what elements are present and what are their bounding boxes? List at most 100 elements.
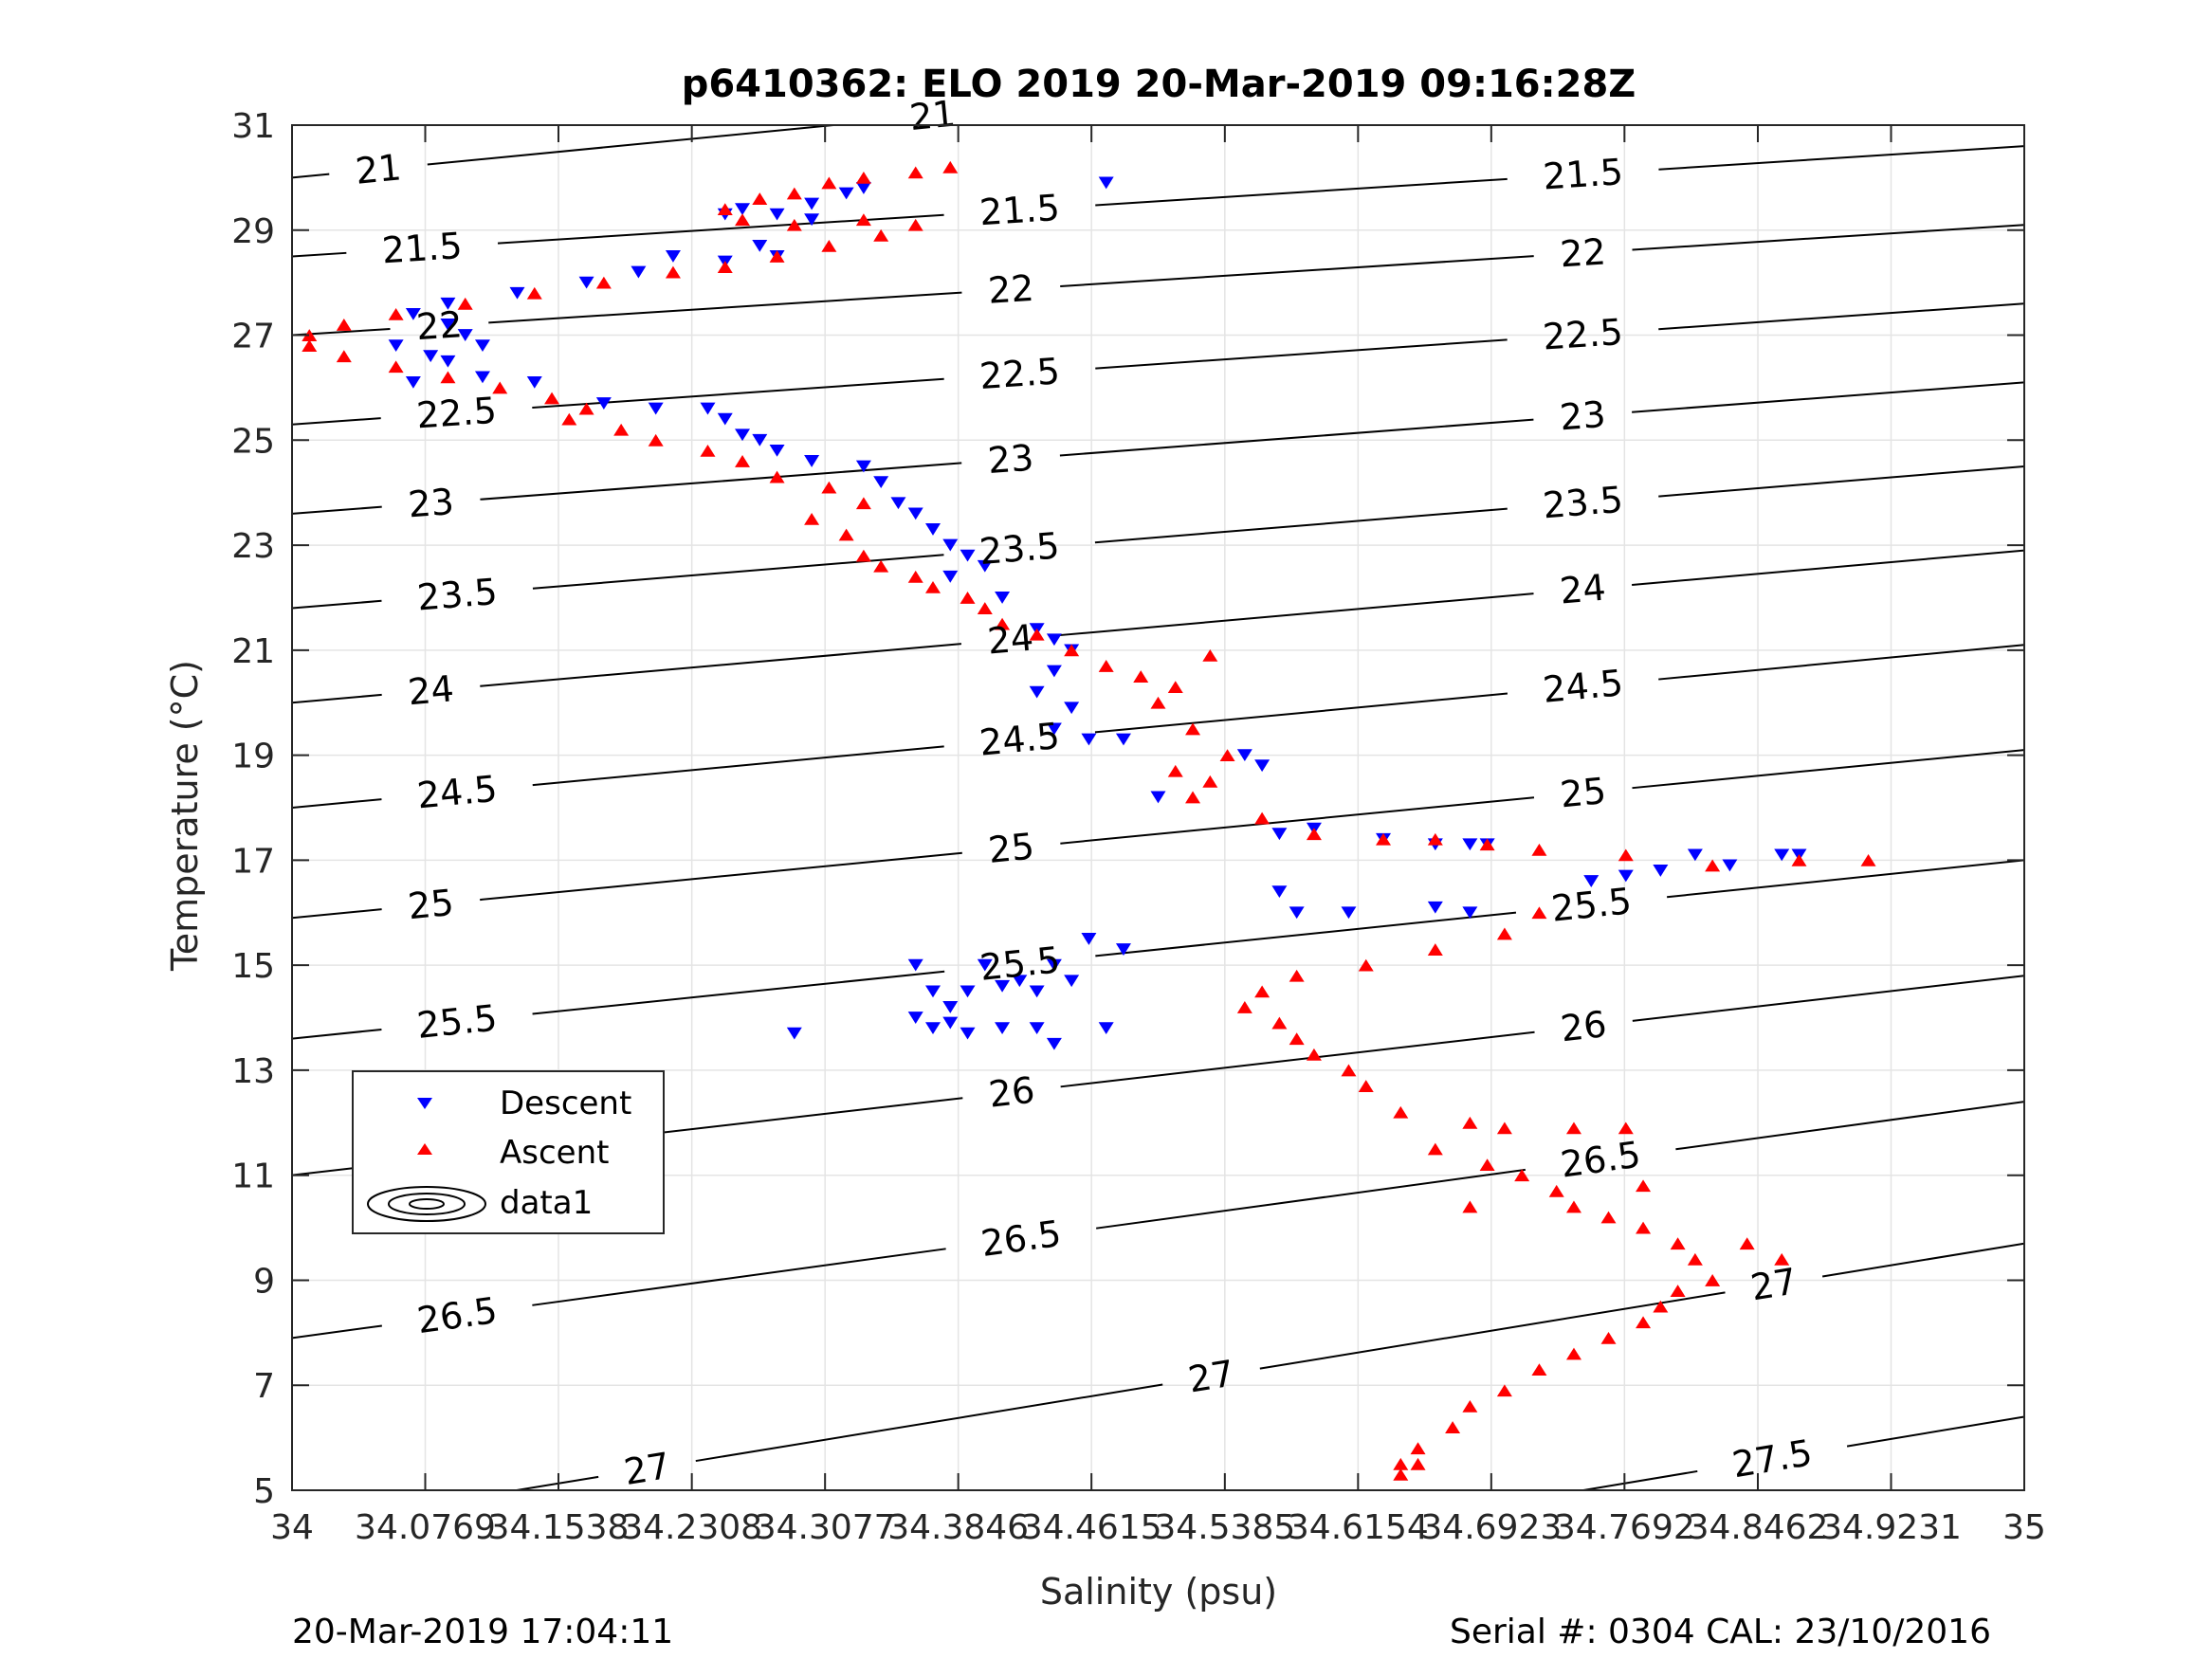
ascent-point	[804, 512, 820, 525]
ascent-series	[302, 160, 1876, 1481]
ascent-point	[1462, 1399, 1478, 1413]
legend-box	[352, 1070, 665, 1234]
descent-point	[907, 1012, 923, 1024]
ascent-point	[717, 203, 733, 216]
ascent-point	[1393, 1457, 1409, 1470]
ascent-point	[1098, 660, 1114, 672]
ascent-point	[1393, 1105, 1409, 1119]
contour-segment	[292, 417, 381, 426]
contour-segment	[1658, 644, 2024, 681]
ascent-point	[388, 360, 404, 374]
contour-segment	[480, 851, 962, 902]
y-tick-label: 11	[231, 1158, 275, 1196]
contour-label: 25	[1559, 770, 1608, 815]
contour-label: 26	[986, 1069, 1036, 1116]
contour-segment	[292, 1324, 382, 1340]
ascent-point	[1670, 1237, 1686, 1250]
contour-segment	[1095, 177, 1508, 207]
x-tick-label: 35	[2002, 1508, 2046, 1547]
descent-point	[1271, 885, 1288, 899]
ascent-point	[1636, 1221, 1652, 1234]
contour-label: 24	[1558, 567, 1607, 612]
ascent-point	[1653, 1300, 1669, 1313]
x-tick-label: 34.7692	[1554, 1508, 1695, 1547]
contour-segment	[427, 125, 844, 166]
contour-label: 25	[986, 825, 1035, 870]
ascent-point	[1479, 838, 1495, 851]
ascent-point	[907, 166, 923, 179]
descent-point	[1046, 665, 1062, 678]
descent-point	[648, 402, 664, 415]
ascent-point	[1739, 1237, 1755, 1250]
ascent-point	[1219, 749, 1235, 762]
ascent-point	[1565, 1347, 1581, 1360]
ascent-point	[1531, 1363, 1547, 1376]
ascent-point	[786, 187, 802, 200]
ascent-point	[821, 176, 837, 190]
contour-label: 25.5	[415, 997, 500, 1047]
descent-point	[1115, 943, 1131, 956]
ascent-point	[1705, 1274, 1721, 1286]
ascent-point	[752, 192, 768, 205]
descent-point	[700, 402, 716, 415]
descent-point	[1046, 1037, 1062, 1050]
contour-segment	[292, 1028, 382, 1040]
ascent-point	[1376, 832, 1392, 846]
ascent-point	[1565, 1200, 1581, 1213]
contour-label: 25.5	[978, 939, 1062, 988]
contour-segment	[1060, 1030, 1535, 1088]
contour-level-27.5	[1577, 1415, 2024, 1490]
descent-point	[1618, 869, 1634, 883]
descent-point	[631, 265, 647, 279]
ascent-point	[735, 213, 751, 227]
contour-segment	[1096, 1168, 1526, 1230]
contour-label: 23.5	[1542, 479, 1625, 527]
ascent-point	[1565, 1121, 1581, 1135]
descent-point	[907, 958, 923, 972]
ascent-point	[1427, 832, 1443, 846]
contour-segment	[1632, 749, 2024, 790]
contour-label: 27	[621, 1445, 673, 1493]
descent-point	[423, 350, 439, 363]
contour-segment	[480, 462, 962, 501]
contour-segment	[1059, 592, 1534, 637]
contour-segment	[480, 643, 961, 687]
ascent-point	[1636, 1316, 1652, 1329]
ascent-point	[1254, 985, 1271, 998]
x-ticks: 34 34.076934.153834.230834.307734.384634.…	[270, 125, 2046, 1547]
contour-level-26.5	[292, 1101, 2024, 1340]
contour-labels: 21 21 21.5 21.5 21.5 22 22 22 22.5 22.5 22.5 23 23 23…	[354, 93, 1816, 1493]
legend-data1-label: data1	[500, 1184, 593, 1222]
descent-point	[769, 208, 785, 221]
contour-segment	[292, 173, 330, 179]
descent-point	[665, 250, 681, 263]
ascent-point	[1687, 1252, 1703, 1266]
y-tick-label: 17	[231, 842, 275, 881]
x-tick-label: 34.5385	[1154, 1508, 1295, 1547]
ascent-point	[492, 381, 508, 394]
descent-point	[1289, 906, 1305, 920]
ascent-point	[838, 528, 854, 541]
descent-point	[1722, 859, 1738, 872]
y-tick-label: 31	[231, 107, 275, 146]
descent-point	[509, 286, 525, 300]
ascent-point	[1289, 1032, 1305, 1046]
legend-descent-marker	[417, 1098, 432, 1109]
ascent-point	[457, 297, 473, 310]
y-axis-label: Temperature (°C)	[164, 660, 206, 972]
ascent-point	[1185, 722, 1201, 736]
contour-segment	[532, 1248, 946, 1306]
contour-segment	[1821, 1242, 2024, 1278]
descent-point	[804, 197, 820, 210]
x-tick-label: 34.2308	[621, 1508, 762, 1547]
contour-label: 22.5	[1542, 311, 1624, 358]
ascent-point	[1860, 853, 1876, 866]
descent-point	[1029, 685, 1045, 699]
contour-segment	[1632, 381, 2024, 413]
ascent-point	[855, 213, 871, 227]
descent-point	[1150, 791, 1166, 804]
y-tick-label: 25	[231, 422, 275, 461]
descent-point	[977, 958, 993, 972]
descent-point	[1774, 848, 1790, 862]
